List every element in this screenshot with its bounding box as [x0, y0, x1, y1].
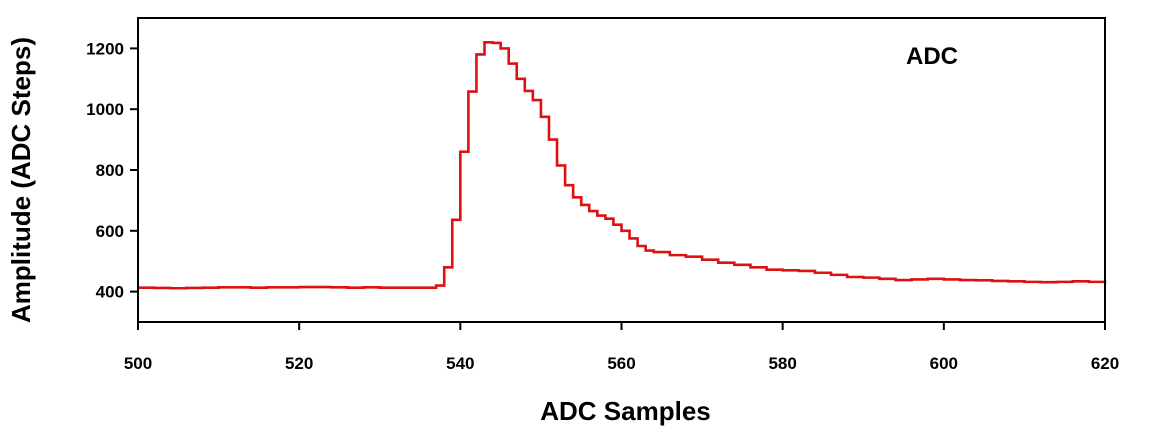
y-tick-label: 400 [96, 283, 124, 302]
x-tick-label: 580 [768, 354, 796, 373]
x-tick-label: 540 [446, 354, 474, 373]
y-tick-label: 600 [96, 222, 124, 241]
x-tick-label: 500 [124, 354, 152, 373]
series-line [138, 41, 1107, 290]
x-tick-label: 600 [930, 354, 958, 373]
x-tick-label: 520 [285, 354, 313, 373]
plot-frame [137, 17, 1106, 323]
x-axis-title: ADC Samples [540, 396, 711, 426]
y-axis-title: Amplitude (ADC Steps) [6, 37, 36, 323]
y-tick-label: 1200 [86, 39, 124, 58]
x-tick-label: 560 [607, 354, 635, 373]
y-tick-label: 1000 [86, 100, 124, 119]
chart-annotation: ADC [906, 43, 958, 70]
x-tick-label: 620 [1091, 354, 1119, 373]
y-tick-label: 800 [96, 161, 124, 180]
